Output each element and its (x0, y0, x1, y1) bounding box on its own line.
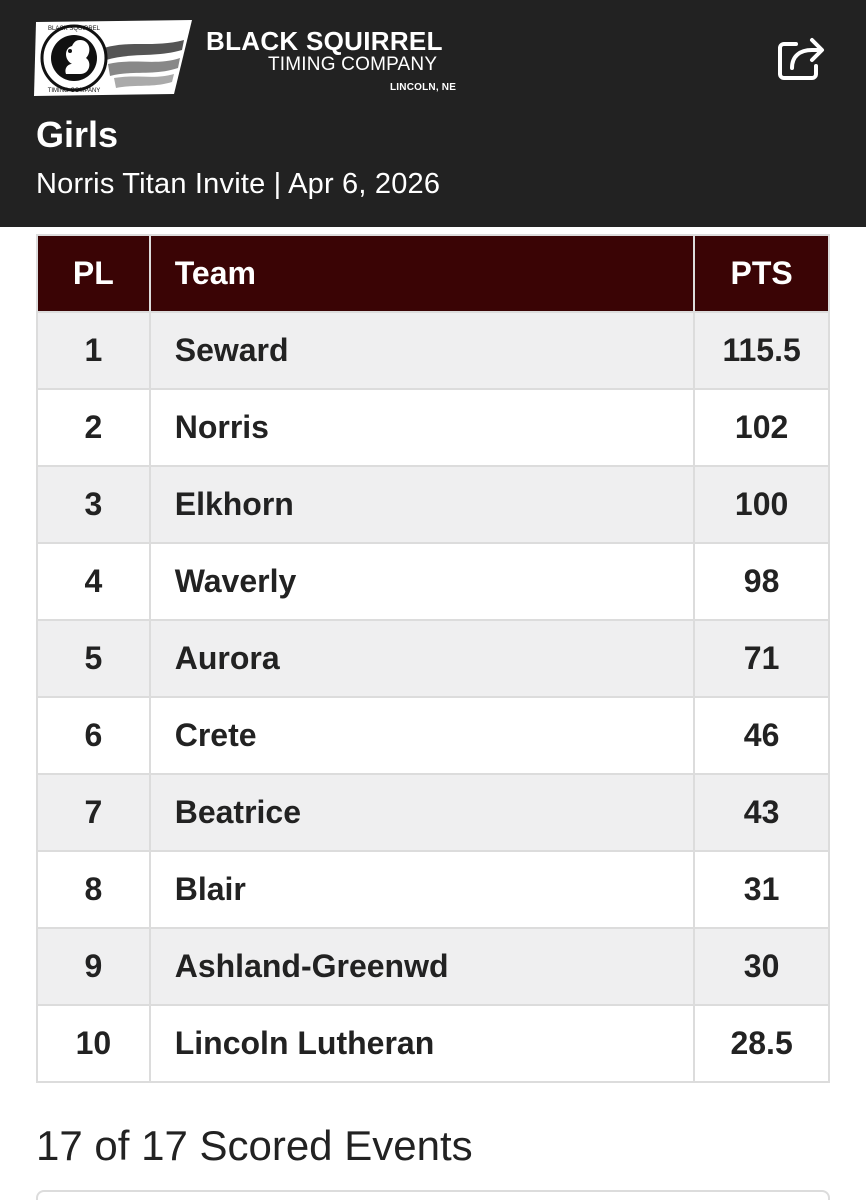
brand-logo[interactable]: BLACK SQUIRREL TIMING COMPANY BLACK SQUI… (34, 18, 474, 98)
row-points: 102 (693, 388, 830, 467)
row-place: 2 (36, 388, 151, 467)
row-team[interactable]: Beatrice (148, 773, 696, 852)
row-place: 8 (36, 850, 151, 929)
table-row[interactable]: 4 Waverly 98 (36, 542, 830, 621)
table-row[interactable]: 10 Lincoln Lutheran 28.5 (36, 1004, 830, 1083)
row-points: 43 (693, 773, 830, 852)
row-team[interactable]: Seward (148, 311, 696, 390)
table-row[interactable]: 5 Aurora 71 (36, 619, 830, 698)
row-place: 1 (36, 311, 151, 390)
badge-bottom-text: TIMING COMPANY (48, 88, 101, 94)
row-team[interactable]: Lincoln Lutheran (148, 1004, 696, 1083)
table-row[interactable]: 3 Elkhorn 100 (36, 465, 830, 544)
table-row[interactable]: 1 Seward 115.5 (36, 311, 830, 390)
column-header-points[interactable]: PTS (693, 234, 830, 313)
scored-events-heading: 17 of 17 Scored Events (36, 1122, 473, 1169)
table-row[interactable]: 2 Norris 102 (36, 388, 830, 467)
brand-location: LINCOLN, NE (390, 82, 457, 93)
page-title: Girls (36, 114, 119, 155)
row-team[interactable]: Norris (148, 388, 696, 467)
row-points: 71 (693, 619, 830, 698)
table-row[interactable]: 7 Beatrice 43 (36, 773, 830, 852)
team-standings-table: PL Team PTS 1 Seward 115.5 2 Norris 10 2 … (36, 234, 830, 1083)
table-row[interactable]: 9 Ashland-Greenwd 30 (36, 927, 830, 1006)
row-place: 5 (36, 619, 151, 698)
row-points: 100 (693, 465, 830, 544)
row-place: 4 (36, 542, 151, 621)
row-place: 10 (36, 1004, 151, 1083)
row-place: 9 (36, 927, 151, 1006)
row-place: 6 (36, 696, 151, 775)
share-icon (778, 38, 824, 80)
table-row[interactable]: 6 Crete 46 (36, 696, 830, 775)
column-header-team[interactable]: Team (148, 234, 696, 313)
share-button[interactable] (772, 32, 832, 86)
brand-name: BLACK SQUIRREL (206, 26, 443, 56)
meet-subtitle: Norris Titan Invite | Apr 6, 2026 (36, 168, 441, 200)
table-row[interactable]: 8 Blair 31 (36, 850, 830, 929)
row-points: 98 (693, 542, 830, 621)
row-team[interactable]: Elkhorn (148, 465, 696, 544)
row-team[interactable]: Waverly (148, 542, 696, 621)
brand-tagline: TIMING COMPANY (268, 54, 438, 75)
row-points: 46 (693, 696, 830, 775)
squirrel-logo-icon: BLACK SQUIRREL TIMING COMPANY (34, 20, 192, 96)
row-team[interactable]: Aurora (148, 619, 696, 698)
row-place: 7 (36, 773, 151, 852)
events-card[interactable] (36, 1190, 830, 1200)
row-points: 30 (693, 927, 830, 1006)
row-place: 3 (36, 465, 151, 544)
row-points: 31 (693, 850, 830, 929)
row-points: 115.5 (693, 311, 830, 390)
row-team[interactable]: Ashland-Greenwd (148, 927, 696, 1006)
row-team[interactable]: Blair (148, 850, 696, 929)
table-header-row: PL Team PTS (36, 234, 830, 313)
column-header-place[interactable]: PL (36, 234, 151, 313)
badge-top-text: BLACK SQUIRREL (48, 26, 101, 32)
row-points: 28.5 (693, 1004, 830, 1083)
app-header: BLACK SQUIRREL TIMING COMPANY BLACK SQUI… (0, 0, 866, 227)
row-team[interactable]: Crete (148, 696, 696, 775)
